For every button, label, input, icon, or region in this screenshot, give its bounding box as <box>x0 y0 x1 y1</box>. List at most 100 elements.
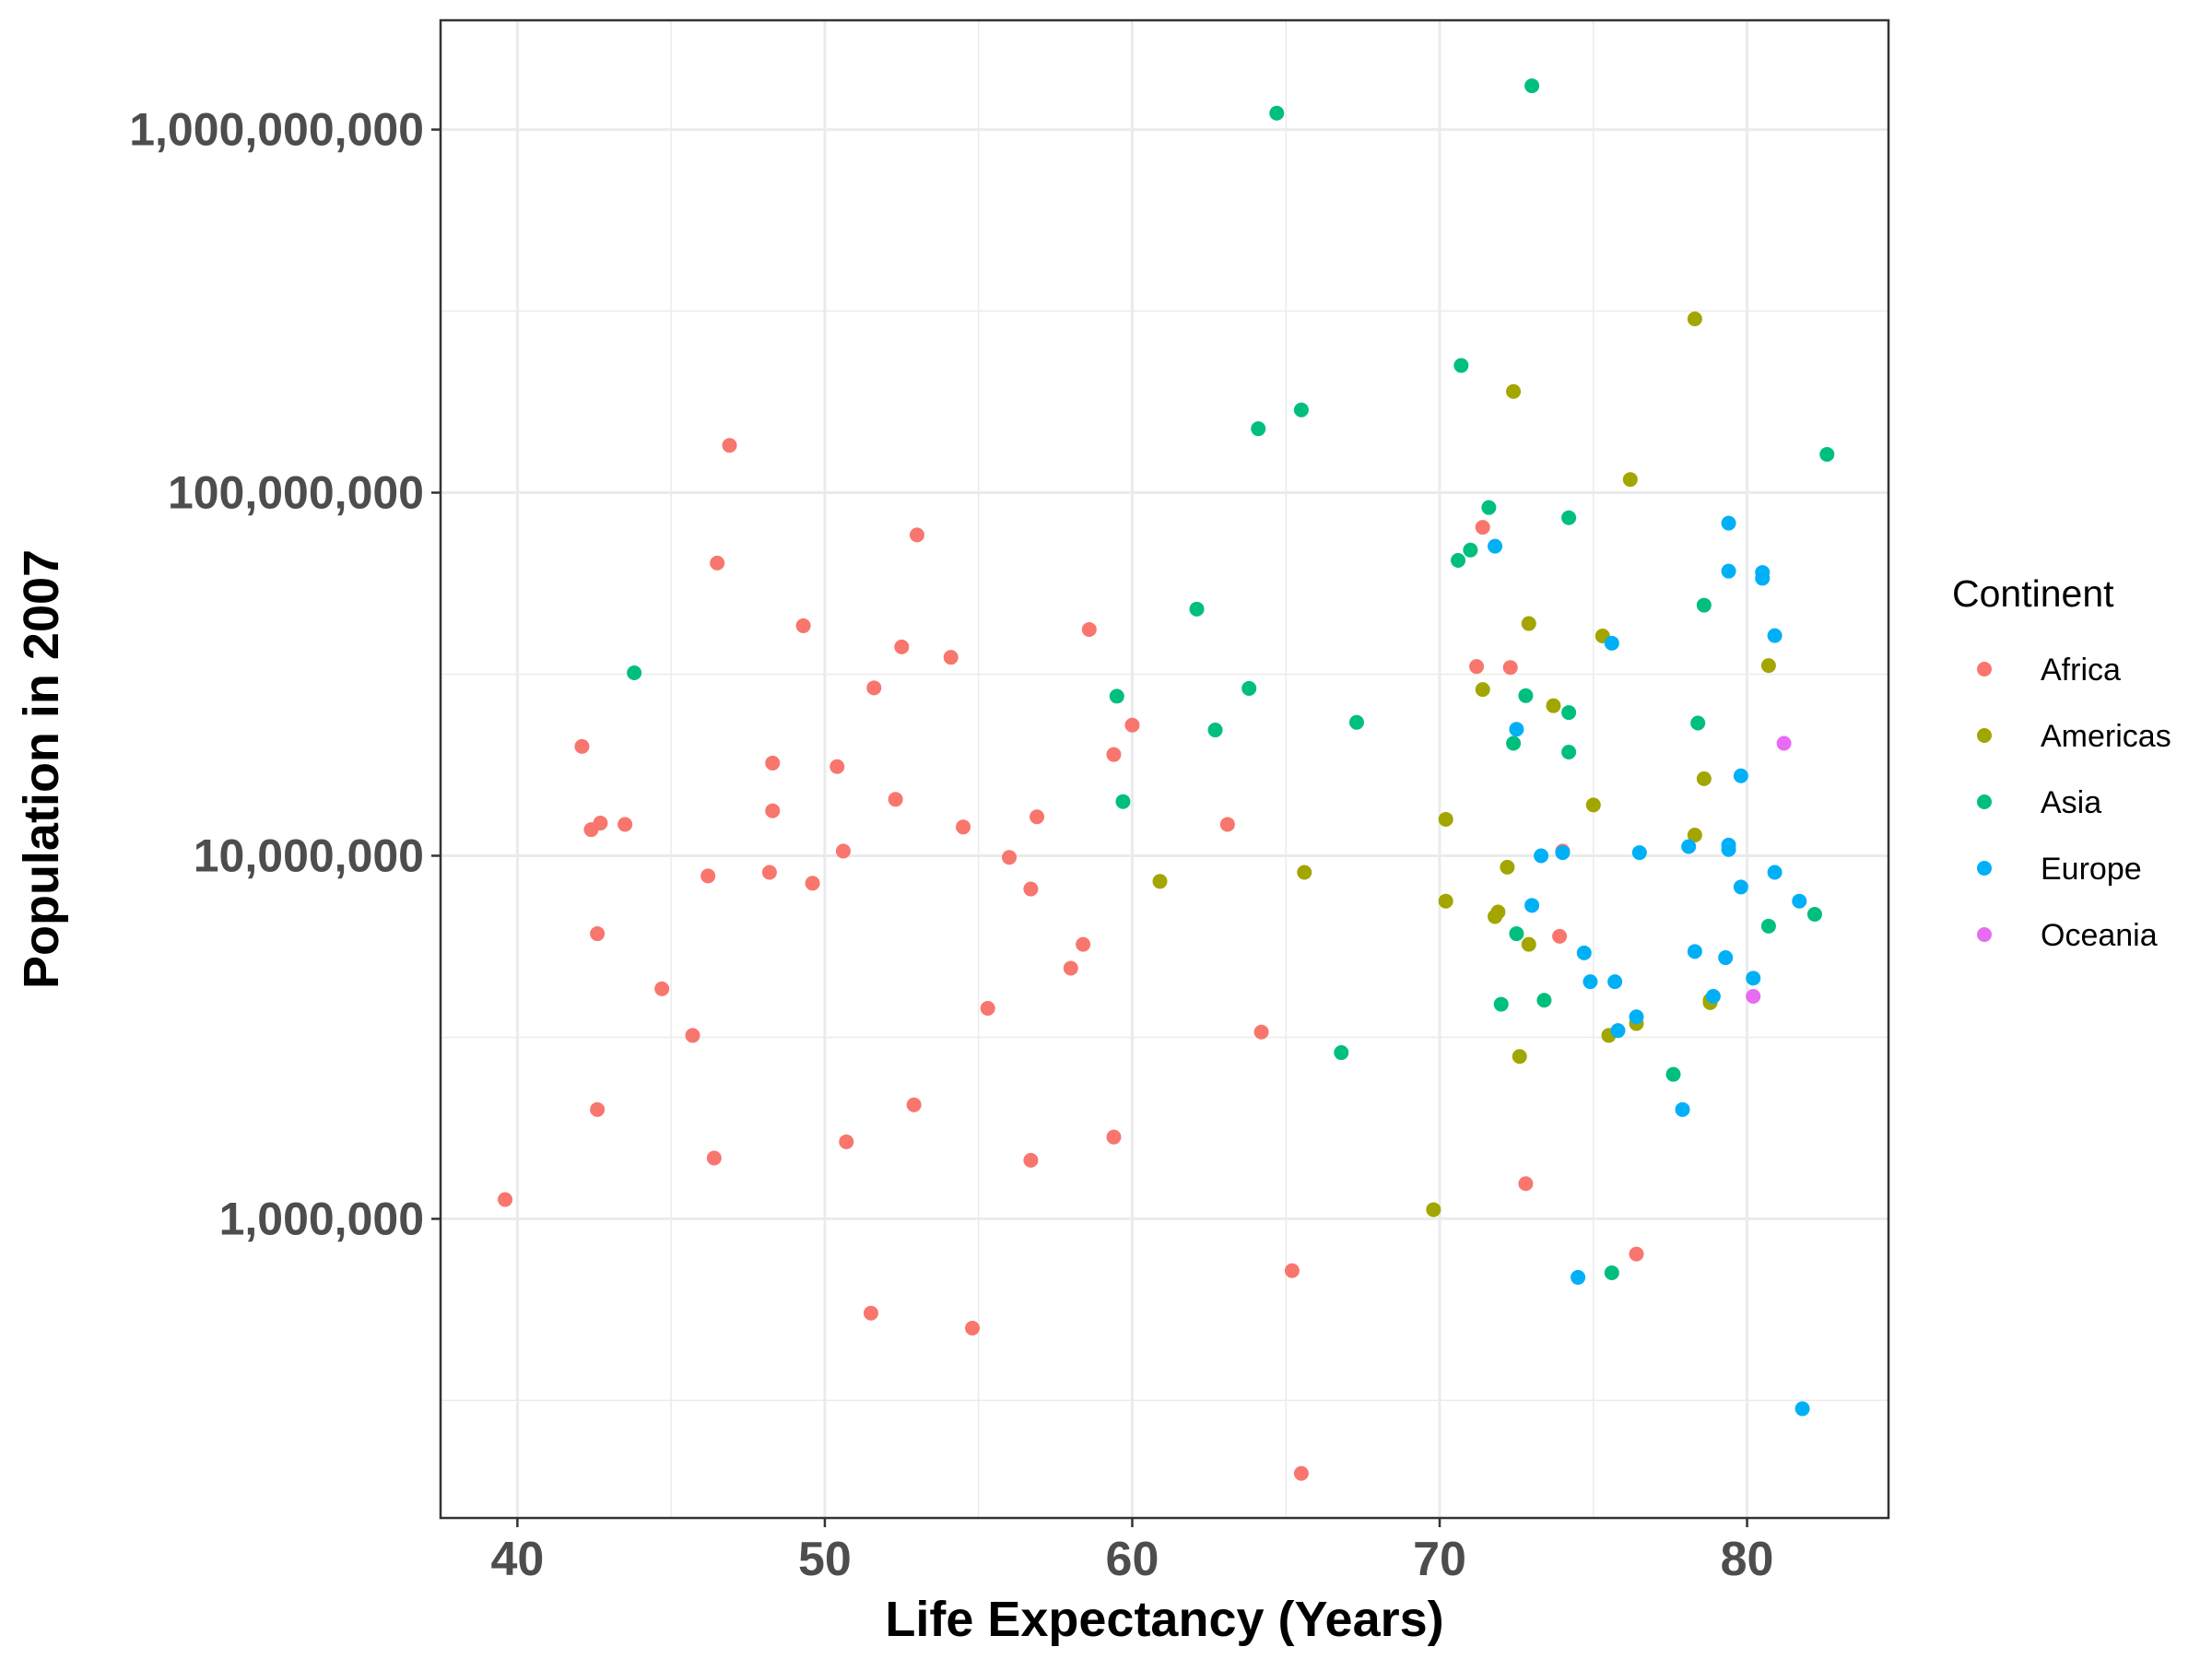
data-point <box>1631 845 1647 861</box>
data-point <box>1794 1401 1810 1417</box>
data-point <box>1767 628 1783 643</box>
data-point <box>795 618 811 633</box>
data-point <box>654 981 670 996</box>
data-point <box>1604 635 1619 651</box>
data-point <box>1696 597 1712 613</box>
data-point <box>1502 660 1518 676</box>
data-point <box>1348 714 1364 730</box>
axes-layer: 40 50 60 70 80 1,000,000 10,000,000 100,000,000… <box>129 104 1773 1586</box>
data-point <box>1518 1176 1534 1192</box>
data-point <box>1561 744 1577 759</box>
series-europe <box>1488 515 1810 1417</box>
data-point <box>1705 989 1721 1005</box>
data-point <box>1604 1265 1619 1281</box>
data-point <box>1106 747 1122 762</box>
x-tick-label: 80 <box>1721 1533 1774 1586</box>
data-point <box>1721 515 1736 531</box>
data-point <box>888 792 903 807</box>
x-tick-label: 50 <box>798 1533 852 1586</box>
series-africa <box>498 438 1644 1481</box>
data-point <box>590 1101 606 1117</box>
data-point <box>830 759 845 774</box>
data-point <box>1023 1152 1039 1168</box>
legend-label-africa: Africa <box>2041 653 2121 688</box>
data-point <box>1334 1045 1349 1061</box>
data-point <box>765 803 781 818</box>
data-point <box>1746 989 1761 1005</box>
data-point <box>706 1150 722 1166</box>
data-point <box>1438 893 1453 909</box>
data-point <box>1687 312 1702 327</box>
data-point <box>1718 950 1734 966</box>
data-point <box>1585 797 1601 813</box>
legend-label-oceania: Oceania <box>2041 918 2158 953</box>
data-point <box>1610 1023 1626 1039</box>
data-point <box>1521 616 1536 631</box>
data-point <box>863 1305 878 1321</box>
x-tick-label: 40 <box>490 1533 544 1586</box>
data-point <box>1269 105 1285 121</box>
legend-key-europe <box>1977 861 1992 876</box>
data-point <box>1293 1465 1309 1481</box>
legend: Continent Africa Americas Asia Europe Oceani… <box>1952 572 2171 953</box>
grid-layer <box>441 20 1888 1518</box>
data-point <box>685 1028 700 1043</box>
data-point <box>1475 520 1490 535</box>
data-point <box>1124 717 1140 733</box>
data-point <box>1076 936 1091 952</box>
data-point <box>627 665 642 681</box>
data-point <box>1451 552 1466 568</box>
data-point <box>1687 944 1702 959</box>
data-point <box>943 650 959 665</box>
data-point <box>1746 971 1761 986</box>
data-point <box>1681 839 1697 854</box>
legend-label-americas: Americas <box>2041 719 2171 754</box>
data-point <box>765 755 781 771</box>
data-point <box>835 843 851 859</box>
data-point <box>1463 542 1478 558</box>
y-tick-label: 1,000,000,000 <box>129 104 424 156</box>
data-point <box>1509 926 1524 942</box>
series-oceania <box>1746 735 1792 1005</box>
data-point <box>1760 658 1776 674</box>
data-point <box>1561 705 1577 721</box>
data-point <box>1607 974 1623 990</box>
data-point <box>1534 848 1549 864</box>
data-point <box>1023 881 1039 897</box>
data-point <box>1733 879 1748 895</box>
data-point <box>1506 735 1522 751</box>
data-point <box>1806 906 1822 922</box>
data-point <box>1536 993 1552 1008</box>
data-point <box>1426 1202 1441 1218</box>
data-point <box>722 438 737 453</box>
data-point <box>1002 850 1018 865</box>
data-point <box>1696 771 1712 786</box>
x-axis-title: Life Expectancy (Years) <box>885 1592 1443 1647</box>
data-point <box>1561 510 1577 525</box>
data-point <box>1284 1263 1300 1278</box>
data-point <box>593 816 608 831</box>
x-tick-label: 60 <box>1106 1533 1159 1586</box>
data-point <box>956 819 971 835</box>
y-tick-label: 10,000,000 <box>194 830 424 881</box>
data-point <box>1521 936 1536 952</box>
data-point <box>1546 698 1561 713</box>
data-point <box>1493 996 1509 1012</box>
data-point <box>1488 538 1503 554</box>
data-point <box>866 680 882 696</box>
data-point <box>1109 688 1124 704</box>
data-point <box>1721 563 1736 579</box>
data-point <box>1490 904 1506 920</box>
data-point <box>1506 383 1522 399</box>
panel-border <box>439 18 1890 1520</box>
data-point <box>1207 723 1223 738</box>
data-point <box>590 926 606 942</box>
data-point <box>761 865 777 880</box>
y-tick-label: 100,000,000 <box>168 467 424 519</box>
data-point <box>1629 1246 1644 1262</box>
data-point <box>1509 722 1524 737</box>
legend-label-europe: Europe <box>2041 852 2142 887</box>
data-point <box>1776 735 1792 751</box>
legend-key-asia <box>1977 794 1992 809</box>
